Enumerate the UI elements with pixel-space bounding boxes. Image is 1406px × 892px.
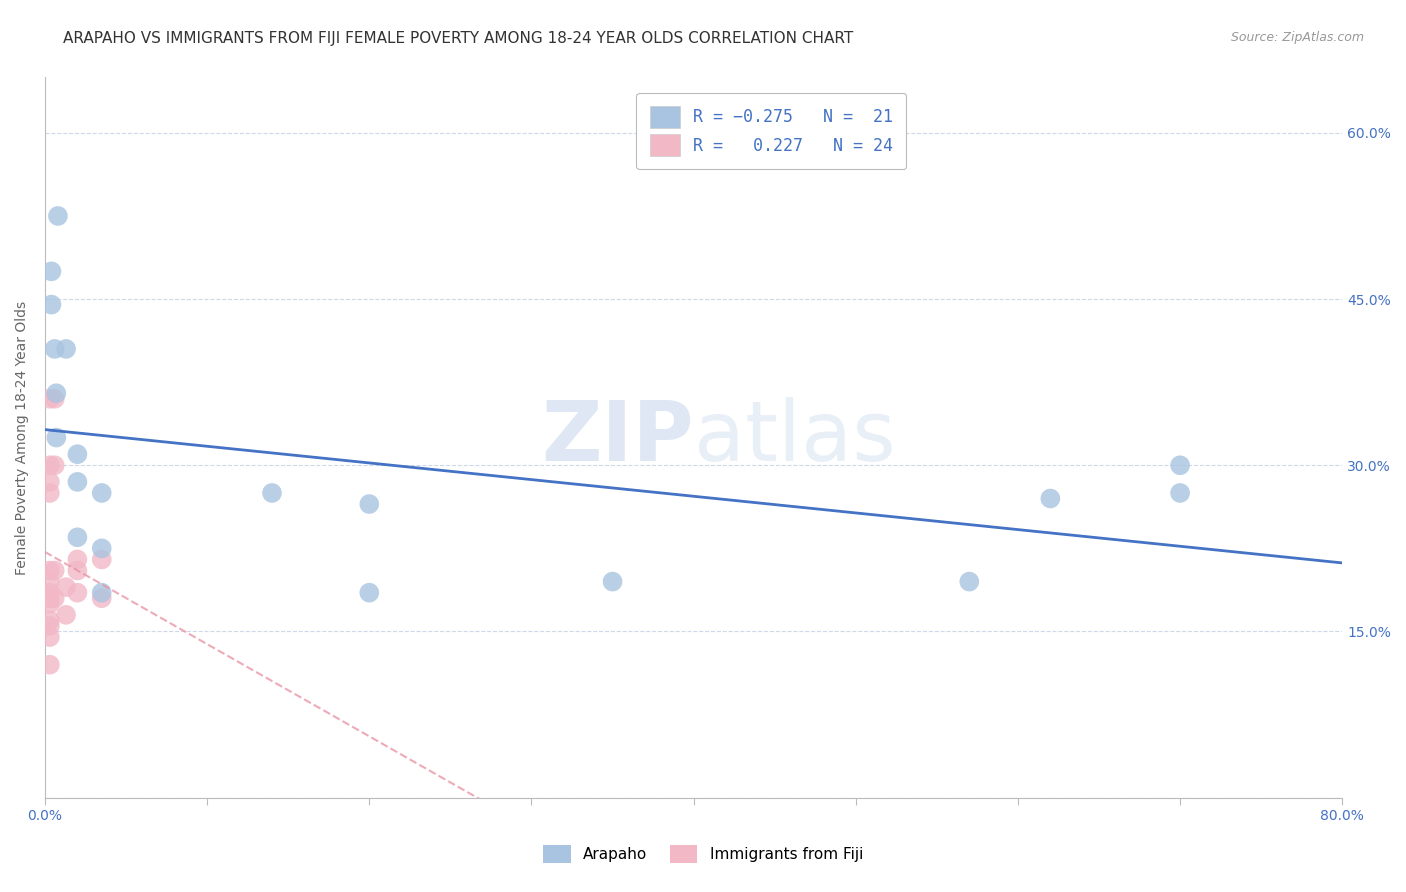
Point [66, 475, 89, 489]
Point [44, 392, 66, 406]
Point [38, 630, 60, 644]
Point [1168, 458, 1191, 473]
Point [41, 264, 63, 278]
Point [38, 613, 60, 627]
Point [90, 552, 112, 566]
Point [38, 458, 60, 473]
Point [45, 386, 67, 401]
Point [957, 574, 980, 589]
Point [90, 585, 112, 599]
Point [38, 486, 60, 500]
Point [260, 486, 283, 500]
Point [44, 458, 66, 473]
Point [359, 497, 381, 511]
Point [66, 447, 89, 461]
Point [45, 431, 67, 445]
Point [41, 297, 63, 311]
Point [44, 591, 66, 606]
Point [90, 486, 112, 500]
Point [38, 619, 60, 633]
Point [1039, 491, 1062, 506]
Point [38, 657, 60, 672]
Point [1168, 486, 1191, 500]
Point [38, 574, 60, 589]
Text: ARAPAHO VS IMMIGRANTS FROM FIJI FEMALE POVERTY AMONG 18-24 YEAR OLDS CORRELATION: ARAPAHO VS IMMIGRANTS FROM FIJI FEMALE P… [63, 31, 853, 46]
Text: ZIP: ZIP [541, 397, 693, 478]
Point [38, 591, 60, 606]
Point [38, 392, 60, 406]
Point [44, 342, 66, 356]
Point [90, 541, 112, 556]
Point [38, 564, 60, 578]
Point [38, 475, 60, 489]
Text: Source: ZipAtlas.com: Source: ZipAtlas.com [1230, 31, 1364, 45]
Point [38, 585, 60, 599]
Point [46, 209, 69, 223]
Point [66, 552, 89, 566]
Y-axis label: Female Poverty Among 18-24 Year Olds: Female Poverty Among 18-24 Year Olds [15, 301, 30, 574]
Point [44, 564, 66, 578]
Text: atlas: atlas [693, 397, 896, 478]
Point [359, 585, 381, 599]
Point [602, 574, 624, 589]
Point [66, 564, 89, 578]
Point [38, 597, 60, 611]
Legend: Arapaho, Immigrants from Fiji: Arapaho, Immigrants from Fiji [536, 837, 870, 871]
Point [55, 342, 77, 356]
Point [66, 530, 89, 544]
Legend: R = −0.275   N =  21, R =   0.227   N = 24: R = −0.275 N = 21, R = 0.227 N = 24 [637, 93, 907, 169]
Point [55, 580, 77, 594]
Point [90, 591, 112, 606]
Point [55, 607, 77, 622]
Point [66, 585, 89, 599]
